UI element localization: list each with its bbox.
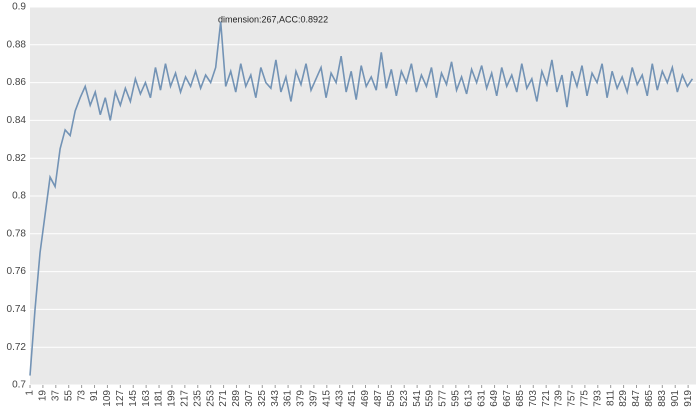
x-tick-label: 307 bbox=[244, 390, 255, 407]
x-tick-label: 703 bbox=[528, 390, 539, 407]
y-tick-label: 0.9 bbox=[12, 2, 26, 13]
x-tick-label: 757 bbox=[567, 390, 578, 407]
x-tick-label: 775 bbox=[580, 390, 591, 407]
annotation: dimension:267,ACC:0.8922 bbox=[218, 14, 328, 24]
data-line bbox=[29, 21, 694, 376]
x-tick-label: 109 bbox=[102, 390, 113, 407]
x-tick-label: 919 bbox=[683, 390, 694, 407]
x-tick-label: 595 bbox=[450, 390, 461, 407]
x-tick-label: 865 bbox=[644, 390, 655, 407]
x-tick-label: 883 bbox=[657, 390, 668, 407]
x-tick-label: 631 bbox=[476, 390, 487, 407]
x-tick-label: 379 bbox=[296, 390, 307, 407]
x-tick-label: 541 bbox=[412, 390, 423, 407]
x-tick-label: 523 bbox=[399, 390, 410, 407]
x-tick-label: 235 bbox=[192, 390, 203, 407]
x-tick-label: 415 bbox=[321, 390, 332, 407]
x-tick-label: 55 bbox=[63, 390, 74, 402]
x-tick-label: 433 bbox=[334, 390, 345, 407]
x-tick-label: 217 bbox=[179, 390, 190, 407]
x-tick-label: 829 bbox=[618, 390, 629, 407]
x-tick-label: 739 bbox=[554, 390, 565, 407]
x-tick-label: 505 bbox=[386, 390, 397, 407]
x-tick-label: 649 bbox=[489, 390, 500, 407]
y-tick-label: 0.7 bbox=[12, 380, 26, 391]
x-tick-label: 73 bbox=[76, 390, 87, 402]
x-tick-label: 37 bbox=[50, 390, 61, 402]
y-tick-label: 0.74 bbox=[7, 304, 27, 315]
x-tick-label: 559 bbox=[425, 390, 436, 407]
x-tick-label: 199 bbox=[167, 390, 178, 407]
y-tick-label: 0.76 bbox=[7, 266, 27, 277]
x-tick-label: 127 bbox=[115, 390, 126, 407]
x-tick-label: 847 bbox=[631, 390, 642, 407]
x-tick-label: 613 bbox=[463, 390, 474, 407]
x-tick-label: 685 bbox=[515, 390, 526, 407]
y-tick-label: 0.72 bbox=[7, 342, 27, 353]
y-tick-label: 0.86 bbox=[7, 77, 27, 88]
x-tick-label: 793 bbox=[592, 390, 603, 407]
x-tick-label: 901 bbox=[670, 390, 681, 407]
x-tick-label: 91 bbox=[89, 390, 100, 402]
y-tick-label: 0.8 bbox=[12, 191, 26, 202]
x-tick-label: 1 bbox=[25, 390, 36, 396]
x-tick-label: 289 bbox=[231, 390, 242, 407]
x-tick-label: 163 bbox=[141, 390, 152, 407]
y-tick-label: 0.84 bbox=[7, 115, 27, 126]
x-tick-label: 811 bbox=[605, 390, 616, 406]
x-tick-label: 19 bbox=[38, 390, 49, 402]
x-tick-label: 181 bbox=[154, 390, 165, 407]
x-tick-label: 487 bbox=[373, 390, 384, 407]
y-tick-label: 0.82 bbox=[7, 153, 27, 164]
x-tick-label: 667 bbox=[502, 390, 513, 407]
y-tick-label: 0.88 bbox=[7, 39, 27, 50]
x-tick-label: 721 bbox=[541, 390, 552, 407]
x-tick-label: 145 bbox=[128, 390, 139, 407]
x-tick-label: 397 bbox=[309, 390, 320, 407]
x-tick-label: 253 bbox=[205, 390, 216, 407]
x-tick-label: 271 bbox=[218, 390, 229, 407]
x-tick-label: 343 bbox=[270, 390, 281, 407]
x-tick-label: 361 bbox=[283, 390, 294, 407]
x-tick-label: 451 bbox=[347, 390, 358, 407]
x-tick-label: 325 bbox=[257, 390, 268, 407]
x-tick-label: 577 bbox=[438, 390, 449, 407]
y-tick-label: 0.78 bbox=[7, 228, 27, 239]
x-tick-label: 469 bbox=[360, 390, 371, 407]
